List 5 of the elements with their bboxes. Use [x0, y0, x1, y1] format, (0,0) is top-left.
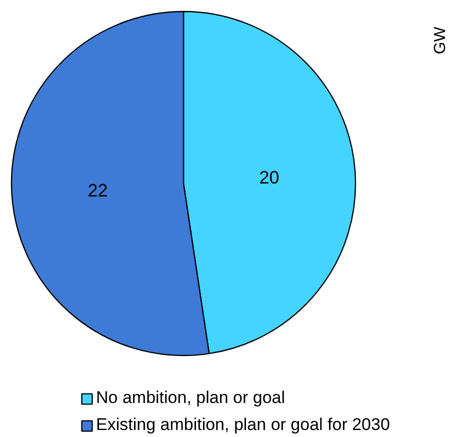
- data-label: 20: [259, 168, 280, 188]
- legend-label: No ambition, plan or goal: [96, 388, 286, 408]
- data-label: 22: [88, 180, 108, 200]
- legend-label: Existing ambition, plan or goal for 2030: [96, 415, 390, 435]
- text: GW: [432, 26, 449, 54]
